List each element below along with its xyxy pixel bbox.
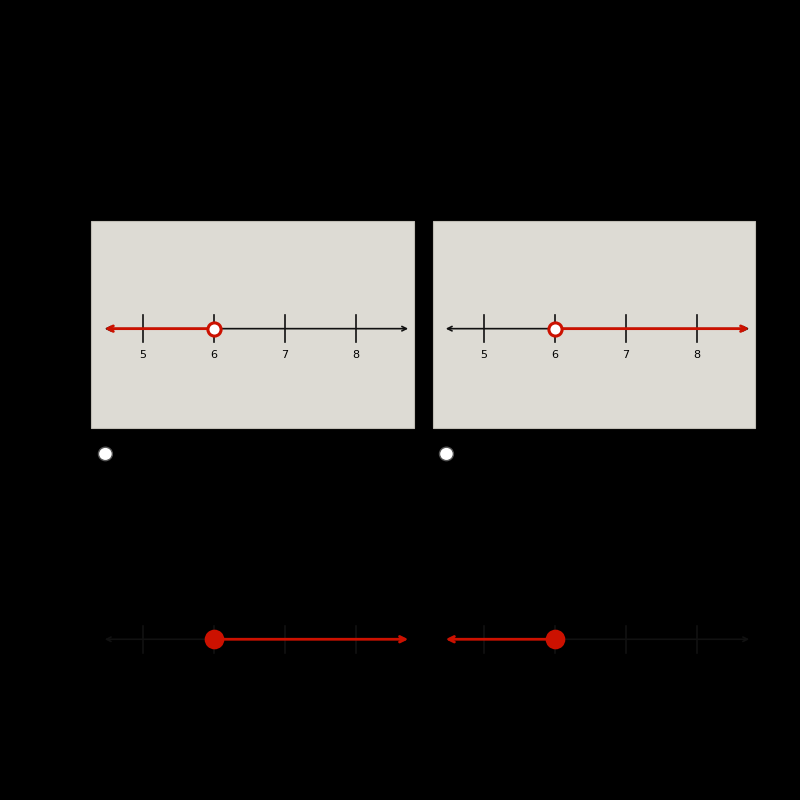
Text: x > 6: x > 6	[93, 185, 167, 212]
FancyBboxPatch shape	[433, 221, 755, 428]
Text: 6: 6	[551, 350, 558, 360]
Text: 8: 8	[694, 350, 701, 360]
Circle shape	[439, 447, 454, 461]
Text: 6: 6	[210, 350, 218, 360]
Text: 8: 8	[353, 661, 360, 670]
Point	[549, 633, 562, 646]
Text: 6: 6	[551, 661, 558, 670]
Text: 7: 7	[622, 661, 630, 670]
Text: 5: 5	[480, 661, 487, 670]
Text: 8: 8	[353, 350, 360, 360]
Text: 5: 5	[139, 661, 146, 670]
Point	[207, 322, 220, 335]
Text: 8: 8	[694, 661, 701, 670]
Text: 6: 6	[210, 661, 218, 670]
Text: 5: 5	[480, 350, 487, 360]
Circle shape	[98, 447, 112, 461]
Text: 7. Which graph matches the inequality ? *: 7. Which graph matches the inequality ? …	[86, 145, 414, 159]
Text: 7: 7	[282, 350, 289, 360]
Text: Option 1: Option 1	[118, 447, 170, 461]
Text: Option 2: Option 2	[458, 447, 512, 461]
Text: 12 points: 12 points	[702, 145, 754, 155]
Text: 5: 5	[139, 350, 146, 360]
Point	[549, 322, 562, 335]
Text: 7: 7	[622, 350, 630, 360]
Point	[207, 633, 220, 646]
Text: 7: 7	[282, 661, 289, 670]
FancyBboxPatch shape	[91, 221, 414, 428]
